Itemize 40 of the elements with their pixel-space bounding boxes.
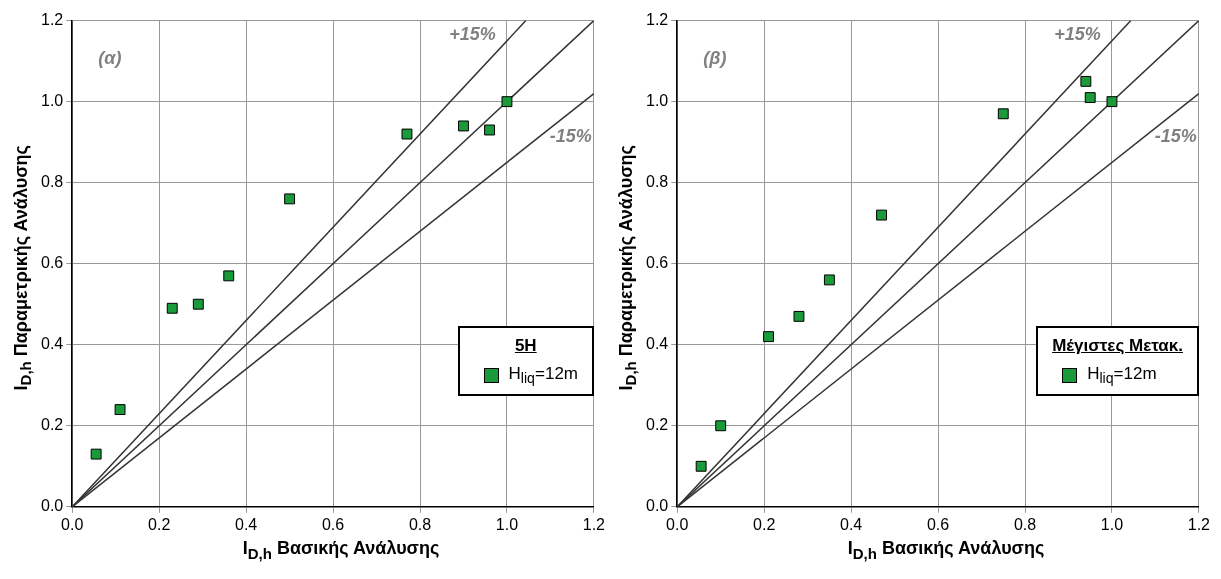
x-axis-title: I$_{D,h}$ Βασικής Ανάλυσης <box>241 538 441 562</box>
x-tick-label: 0.0 <box>61 515 84 533</box>
x-tick-label: 0.6 <box>321 515 345 533</box>
x-tick-label: 0.6 <box>926 515 950 533</box>
series-label: -15% <box>549 126 592 147</box>
series-label: +15% <box>1054 23 1101 44</box>
legend-title: 5H <box>513 336 538 356</box>
x-tick-label: 1.0 <box>495 515 519 533</box>
y-tick-label: 1.0 <box>645 92 669 110</box>
x-tick-label: 0.4 <box>235 515 258 533</box>
y-tick-label: 0.8 <box>40 173 64 191</box>
series-label: -15% <box>1154 126 1197 147</box>
x-tick-label: 1.2 <box>1187 515 1211 533</box>
y-tick-label: 0.8 <box>645 173 669 191</box>
y-tick-label: 0.4 <box>40 335 64 353</box>
legend-label: H$_{liq}$=12m <box>1087 364 1157 387</box>
y-tick-label: 0.0 <box>40 497 64 515</box>
x-tick-label: 0.2 <box>753 515 776 533</box>
y-tick-label: 0.6 <box>40 254 64 272</box>
x-tick-label: 1.2 <box>582 515 606 533</box>
y-tick-label: 0.2 <box>40 416 64 434</box>
y-tick-label: 1.0 <box>40 92 64 110</box>
x-tick-label: 1.0 <box>1100 515 1124 533</box>
y-tick-label: 0.4 <box>645 335 669 353</box>
y-tick-label: 0.0 <box>645 497 669 515</box>
y-tick-label: 1.2 <box>40 11 64 29</box>
y-tick-label: 1.2 <box>645 11 669 29</box>
x-tick-label: 0.8 <box>408 515 432 533</box>
x-tick-label: 0.4 <box>840 515 863 533</box>
series-label: +15% <box>449 23 496 44</box>
annotation: (β) <box>703 47 727 68</box>
y-tick-label: 0.6 <box>645 254 669 272</box>
x-tick-label: 0.2 <box>148 515 171 533</box>
y-tick-label: 0.2 <box>645 416 669 434</box>
x-tick-label: 0.8 <box>1013 515 1037 533</box>
legend-label: H$_{liq}$=12m <box>508 364 578 387</box>
x-axis-title: I$_{D,h}$ Βασικής Ανάλυσης <box>846 538 1046 562</box>
x-tick-label: 0.0 <box>666 515 689 533</box>
annotation: (α) <box>98 47 122 68</box>
legend-title: Μέγιστες Μετακ. <box>1052 336 1183 356</box>
